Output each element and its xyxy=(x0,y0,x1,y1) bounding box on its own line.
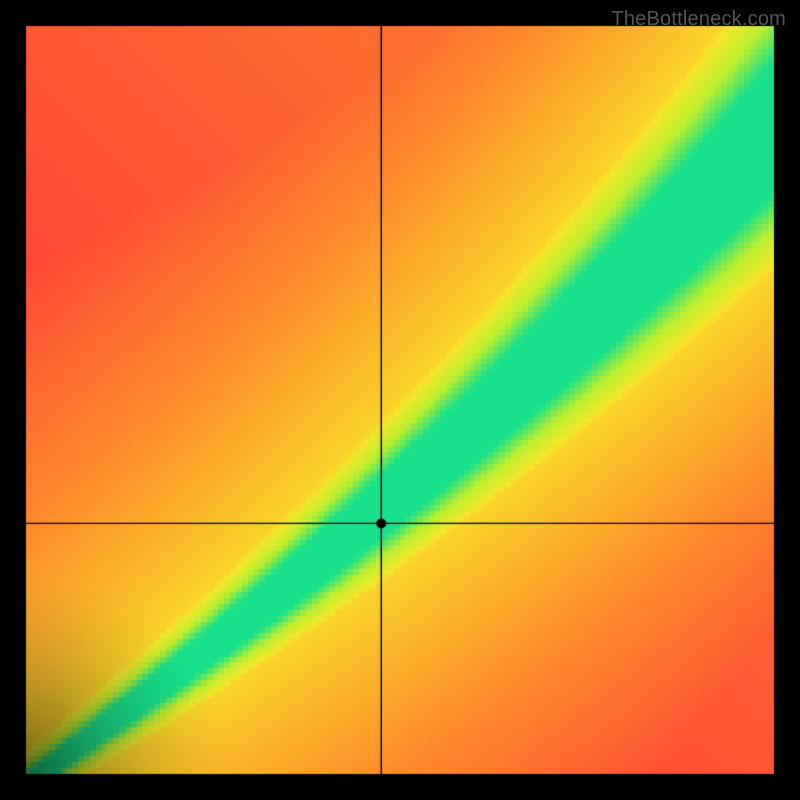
heatmap-canvas-wrap xyxy=(0,0,800,800)
chart-root: TheBottleneck.com xyxy=(0,0,800,800)
bottleneck-heatmap xyxy=(0,0,800,800)
